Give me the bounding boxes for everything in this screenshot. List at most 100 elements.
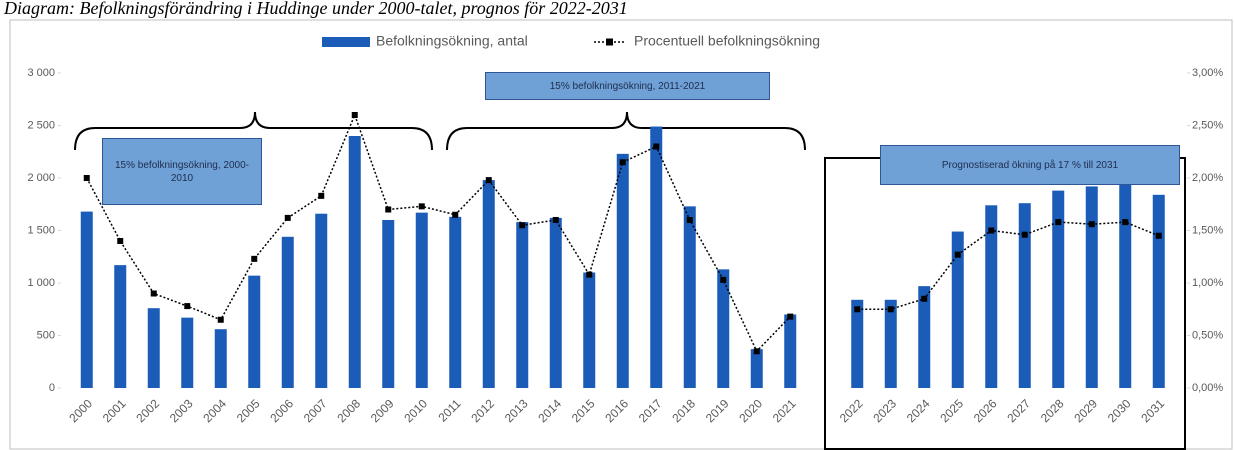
x-tick-label: 2004 bbox=[200, 396, 229, 425]
line-marker bbox=[117, 238, 124, 244]
bar bbox=[1152, 194, 1165, 388]
line-marker bbox=[251, 255, 258, 262]
line-marker bbox=[619, 159, 626, 166]
x-tick-label: 2013 bbox=[502, 396, 531, 425]
bar bbox=[616, 153, 629, 388]
x-tick-label: 2017 bbox=[636, 396, 665, 425]
legend-label: Befolkningsökning, antal bbox=[376, 33, 528, 49]
bar bbox=[951, 231, 964, 388]
x-tick-label: 2011 bbox=[435, 396, 463, 424]
annotation: 15% befolkningsökning, 2000-2010 bbox=[102, 138, 262, 205]
x-tick-label: 2019 bbox=[703, 396, 732, 425]
line-marker bbox=[385, 206, 392, 213]
line-marker bbox=[519, 222, 526, 229]
bar bbox=[851, 299, 864, 388]
y-tick-label: 500 bbox=[37, 329, 55, 341]
line bbox=[86, 112, 1160, 353]
y2-tick-label: 1,50% bbox=[1192, 224, 1223, 236]
bar bbox=[181, 317, 194, 388]
chart-title: Diagram: Befolkningsförändring i Hudding… bbox=[4, 0, 628, 18]
x-tick-label: 2007 bbox=[301, 396, 330, 425]
line-marker bbox=[921, 295, 928, 302]
legend-label: Procentuell befolkningsökning bbox=[634, 33, 820, 49]
y2-tick-label: 1,00% bbox=[1192, 277, 1223, 289]
line-marker bbox=[1055, 219, 1062, 226]
bar bbox=[114, 265, 127, 388]
line-marker bbox=[653, 143, 660, 150]
y-tick-label: 1 500 bbox=[27, 224, 55, 236]
line-marker bbox=[753, 348, 760, 355]
x-tick-label: 2018 bbox=[669, 396, 698, 425]
bar bbox=[784, 314, 797, 388]
x-tick-label: 2001 bbox=[100, 396, 129, 425]
x-tick-label: 2002 bbox=[133, 396, 162, 425]
x-tick-label: 2008 bbox=[334, 396, 363, 425]
bar bbox=[248, 275, 261, 388]
line-marker bbox=[83, 175, 90, 181]
x-tick-label: 2030 bbox=[1105, 396, 1134, 425]
brace bbox=[446, 111, 806, 151]
line-marker bbox=[318, 192, 325, 199]
bar bbox=[717, 269, 730, 388]
x-tick-label: 2015 bbox=[569, 396, 598, 425]
line-marker bbox=[418, 203, 425, 210]
x-tick-label: 2016 bbox=[602, 396, 631, 425]
annotation: Prognostiserad ökning på 17 % till 2031 bbox=[880, 145, 1180, 185]
bar bbox=[1052, 190, 1065, 388]
brace bbox=[74, 111, 433, 151]
x-tick-label: 2028 bbox=[1038, 396, 1067, 425]
y-tick-label: 2 000 bbox=[27, 172, 55, 184]
y2-tick-label: 3,00% bbox=[1192, 67, 1223, 79]
bar bbox=[583, 272, 596, 388]
chart-frame bbox=[9, 19, 1233, 450]
x-tick-label: 2027 bbox=[1004, 396, 1033, 425]
x-tick-label: 2009 bbox=[368, 396, 397, 425]
bar bbox=[214, 329, 227, 388]
x-tick-label: 2000 bbox=[66, 396, 95, 425]
bar bbox=[80, 211, 93, 388]
bar bbox=[382, 220, 395, 388]
x-tick-label: 2014 bbox=[535, 396, 564, 425]
line-marker bbox=[787, 313, 794, 320]
line-marker bbox=[552, 217, 559, 223]
line-marker bbox=[184, 303, 191, 310]
x-tick-label: 2024 bbox=[904, 396, 933, 425]
line-marker bbox=[351, 112, 358, 118]
line-marker bbox=[1155, 232, 1162, 239]
bar bbox=[683, 206, 696, 388]
bar bbox=[985, 205, 998, 388]
y-tick-label: 3 000 bbox=[27, 67, 55, 79]
annotation: 15% befolkningsökning, 2011-2021 bbox=[485, 72, 770, 100]
line-marker bbox=[954, 251, 961, 258]
x-tick-label: 2026 bbox=[971, 396, 1000, 425]
bar bbox=[449, 216, 462, 388]
bar bbox=[281, 236, 294, 388]
line-marker bbox=[586, 271, 593, 278]
line-marker bbox=[150, 290, 157, 297]
bar bbox=[415, 212, 428, 388]
bar bbox=[750, 349, 763, 388]
bar bbox=[1119, 184, 1132, 388]
bar bbox=[918, 286, 931, 388]
x-tick-label: 2022 bbox=[837, 396, 866, 425]
line-marker bbox=[452, 211, 459, 218]
bar bbox=[884, 299, 897, 388]
line-marker bbox=[284, 214, 291, 221]
bar bbox=[650, 126, 663, 389]
x-tick-label: 2023 bbox=[870, 396, 899, 425]
x-tick-label: 2006 bbox=[267, 396, 296, 425]
legend-swatch bbox=[606, 38, 613, 46]
y-tick-label: 1 000 bbox=[27, 277, 55, 289]
bar bbox=[482, 180, 495, 388]
x-tick-label: 2010 bbox=[401, 396, 430, 425]
bar bbox=[1085, 186, 1098, 388]
x-tick-label: 2025 bbox=[937, 396, 966, 425]
x-tick-label: 2020 bbox=[736, 396, 765, 425]
line-marker bbox=[720, 276, 727, 283]
line-marker bbox=[686, 217, 693, 223]
line-marker bbox=[887, 306, 894, 313]
bar bbox=[1018, 203, 1031, 388]
line-marker bbox=[485, 177, 492, 184]
